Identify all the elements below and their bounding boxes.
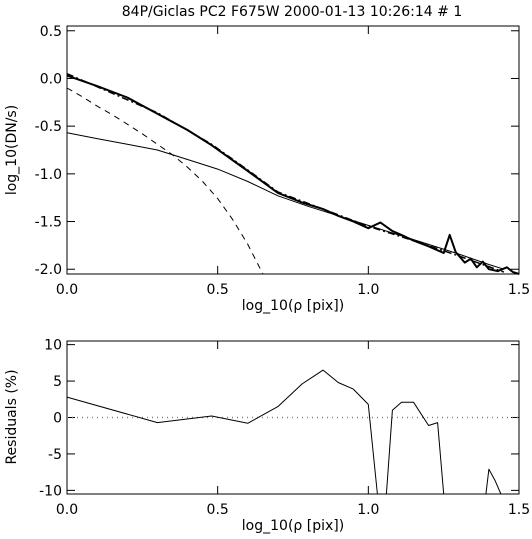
- bottom-x-tick-label: 0.0: [56, 502, 78, 518]
- top-x-axis-title: log_10(ρ [pix]): [242, 298, 344, 314]
- top-y-tick-label: -0.5: [35, 119, 62, 135]
- bottom-y-tick-label: 5: [53, 374, 62, 390]
- top-series-line-4: [66, 87, 264, 275]
- top-y-tick-label: -1.5: [35, 215, 62, 231]
- bottom-series-line-1: [66, 369, 453, 495]
- bottom-x-tick-label: 0.5: [207, 502, 229, 518]
- bottom-x-tick-label: 1.0: [357, 502, 379, 518]
- top-y-tick-label: 0.5: [40, 24, 62, 40]
- top-x-axis: 0.0 0.5 1.0 1.5: [56, 26, 530, 298]
- top-x-tick-label: 0.0: [56, 282, 78, 298]
- bottom-y-tick-label: -10: [39, 483, 62, 499]
- top-series-group: [66, 73, 520, 275]
- bottom-series-line-2: [485, 468, 502, 495]
- top-y-axis: 0.5 0.0 -0.5 -1.0 -1.5 -2.0: [35, 24, 519, 278]
- top-series-line-1: [66, 74, 520, 275]
- bottom-x-axis-title: log_10(ρ [pix]): [242, 518, 344, 534]
- bottom-x-axis: 0.0 0.5 1.0 1.5: [56, 341, 530, 518]
- top-plot-frame: [66, 25, 520, 275]
- bottom-y-axis-title: Residuals (%): [4, 369, 20, 464]
- bottom-y-axis: 10 5 0 -5 -10: [39, 338, 519, 499]
- bottom-x-tick-label: 1.5: [508, 502, 530, 518]
- bottom-y-tick-label: -5: [48, 447, 62, 463]
- chart-title: 84P/Giclas PC2 F675W 2000-01-13 10:26:14…: [122, 4, 463, 20]
- top-y-tick-label: -2.0: [35, 262, 62, 278]
- bottom-y-tick-label: 0: [53, 411, 62, 427]
- top-y-axis-title: log_10(DN/s): [4, 105, 20, 195]
- top-x-tick-label: 1.0: [357, 282, 379, 298]
- top-series-line-2: [66, 73, 505, 273]
- bottom-plot-panel: 0.0 0.5 1.0 1.5 10 5 0 -5 -10 log_10(ρ [pix]) R…: [4, 338, 530, 534]
- top-y-tick-label: 0.0: [40, 71, 62, 87]
- top-x-tick-label: 0.5: [207, 282, 229, 298]
- bottom-y-tick-label: 10: [44, 338, 62, 354]
- top-y-tick-label: -1.0: [35, 167, 62, 183]
- top-plot-panel: 0.0 0.5 1.0 1.5 0.5 0.0 -0.5 -1.0 -1.5 -2.0 log_…: [4, 24, 530, 314]
- top-series-line-3: [66, 132, 505, 270]
- bottom-series-group: [66, 369, 502, 495]
- top-x-tick-label: 1.5: [508, 282, 530, 298]
